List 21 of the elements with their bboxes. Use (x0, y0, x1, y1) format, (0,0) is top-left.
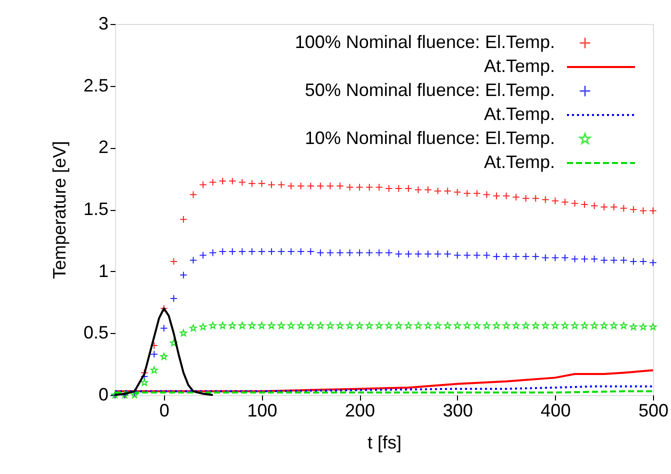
legend-label: At.Temp. (484, 152, 555, 172)
y-tick-label: 1.5 (83, 199, 108, 219)
x-tick-label: 0 (159, 400, 170, 420)
x-axis-title: t [fs] (367, 432, 402, 452)
x-tick-label: 300 (442, 400, 473, 420)
y-tick-label: 2 (98, 137, 108, 158)
y-axis-title: Temperature [eV] (49, 140, 70, 280)
y-tick-label: 0.5 (83, 322, 108, 343)
x-tick-label: 500 (638, 400, 669, 420)
x-tick-label: 400 (540, 400, 571, 420)
y-tick-label: 1 (98, 260, 108, 281)
y-tick-label: 2.5 (83, 75, 108, 96)
x-tick-label: 200 (345, 400, 376, 420)
legend-label: At.Temp. (484, 104, 555, 124)
legend-label: 50% Nominal fluence: El.Temp. (304, 80, 555, 100)
legend-label: 10% Nominal fluence: El.Temp. (304, 128, 555, 148)
legend-label: At.Temp. (484, 56, 555, 76)
y-tick-label: 0 (98, 384, 108, 404)
legend-label: 100% Nominal fluence: El.Temp. (294, 32, 555, 52)
y-tick-label: 3 (98, 14, 108, 34)
x-tick-label: 100 (247, 400, 278, 420)
